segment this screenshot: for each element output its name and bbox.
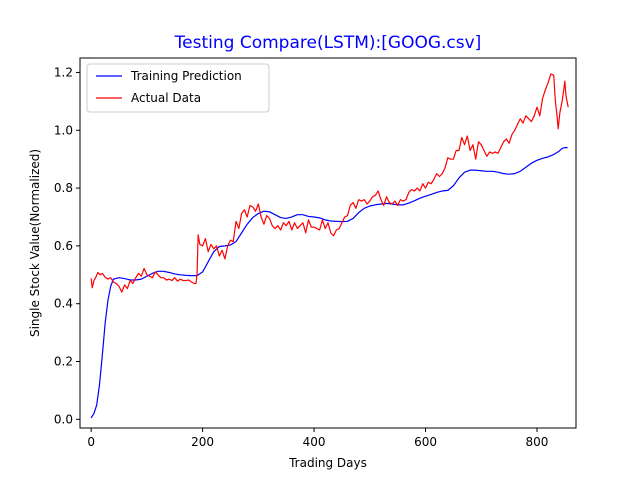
legend-box (86, 63, 270, 113)
series-line-training-prediction (90, 147, 568, 419)
x-tick-label: 600 (414, 435, 437, 449)
series-line-actual-data (90, 73, 569, 293)
x-tick-label: 0 (87, 435, 95, 449)
plot-area (90, 73, 569, 419)
legend-label-training-prediction: Training Prediction (130, 69, 242, 83)
legend-label-actual-data: Actual Data (131, 91, 201, 105)
y-tick-label: 0.6 (54, 239, 73, 253)
plot-frame (79, 57, 577, 429)
y-tick-label: 1.0 (54, 123, 73, 137)
x-axis-title: Trading Days (288, 456, 367, 470)
x-tick-label: 200 (191, 435, 214, 449)
y-tick-label: 0.2 (54, 355, 73, 369)
chart-title: Testing Compare(LSTM):[GOOG.csv] (174, 33, 482, 53)
y-axis-title: Single Stock Value(Normalized) (28, 149, 42, 337)
y-tick-label: 1.2 (54, 65, 73, 79)
y-tick-label: 0.0 (54, 412, 73, 426)
y-axis: 0.0 0.2 0.4 0.6 0.8 1.0 1.2 (54, 65, 80, 426)
legend: Training Prediction Actual Data (86, 63, 270, 113)
x-axis: 0 200 400 600 800 (87, 428, 548, 449)
x-tick-label: 800 (526, 435, 549, 449)
x-tick-label: 400 (303, 435, 326, 449)
y-tick-label: 0.8 (54, 181, 73, 195)
y-tick-label: 0.4 (54, 297, 73, 311)
